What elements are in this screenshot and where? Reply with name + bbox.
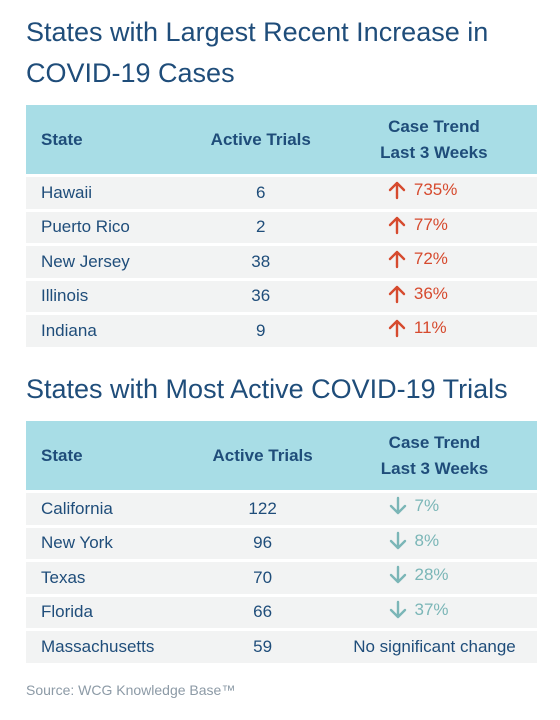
state-cell: New York [26,527,194,559]
trend-value: 7% [414,496,440,516]
trend-indicator: 735% [388,180,480,200]
active-trials-table: State Active Trials Case Trend Last 3 We… [26,418,537,666]
trend-indicator: 7% [389,496,481,516]
case-trend-column-header: Case Trend Last 3 Weeks [332,421,537,490]
table-row: Illinois 36 36% [26,280,537,312]
active-trials-cell: 66 [193,596,332,628]
trend-value: 28% [414,565,449,585]
active-trials-cell: 9 [190,315,331,347]
trend-value: 8% [414,530,440,550]
trend-indicator: 11% [388,318,480,338]
case-trend-cell: No significant change [332,631,537,663]
table-row: Massachusetts 59 No significant change [26,631,537,663]
case-trend-header-label: Case Trend Last 3 Weeks [380,116,488,162]
down-arrow-icon [389,496,415,516]
active-trials-column-header: Active Trials [190,105,331,174]
state-cell: Indiana [26,315,191,347]
case-trend-cell: 37% [332,596,537,628]
active-trials-cell: 6 [190,177,331,209]
active-trials-table-body: California 122 7% New York 96 8% Texas 70 28% Flo… [26,493,537,663]
case-trend-header-label: Case Trend Last 3 Weeks [380,432,489,478]
active-trials-cell: 2 [190,211,331,243]
down-arrow-icon [389,531,415,551]
table-row: Indiana 9 11% [26,315,537,347]
table-row: New York 96 8% [26,527,537,559]
active-trials-cell: 122 [193,493,332,525]
increase-table: State Active Trials Case Trend Last 3 We… [26,102,537,350]
trend-value: 11% [413,318,447,338]
table-2-title: States with Most Active COVID-19 Trials [26,374,508,404]
trend-indicator: 28% [389,565,481,585]
active-trials-cell: 59 [193,631,332,663]
table-row: Hawaii 6 735% [26,177,537,209]
case-trend-column-header: Case Trend Last 3 Weeks [330,105,537,174]
table-row: Florida 66 37% [26,596,537,628]
active-trials-cell: 96 [193,527,332,559]
table-1-title: States with Largest Recent Increase in C… [26,17,489,88]
active-trials-column-header: Active Trials [193,421,332,490]
increase-table-body: Hawaii 6 735% Puerto Rico 2 77% New Jersey 38 72… [26,177,537,347]
state-cell: Massachusetts [26,631,194,663]
table-row: Puerto Rico 2 77% [26,211,537,243]
table-row: California 122 7% [26,493,537,525]
trend-indicator: 72% [388,249,480,269]
case-trend-cell: 77% [330,211,537,243]
case-trend-cell: 28% [332,562,537,594]
down-arrow-icon [389,600,415,620]
trend-indicator: 36% [388,284,480,304]
source-note: Source: WCG Knowledge Base™ [26,682,236,698]
case-trend-cell: 8% [332,527,537,559]
case-trend-cell: 36% [330,280,537,312]
case-trend-cell: 11% [330,315,537,347]
trend-value: 37% [414,599,449,619]
trend-value: 36% [413,283,448,303]
up-arrow-icon [388,284,414,304]
active-trials-cell: 70 [193,562,332,594]
state-cell: California [26,493,194,525]
state-cell: New Jersey [26,246,191,278]
state-cell: Hawaii [26,177,191,209]
up-arrow-icon [388,318,414,338]
state-column-header: State [26,421,194,490]
trend-indicator: 37% [389,600,481,620]
case-trend-cell: 7% [332,493,537,525]
state-cell: Puerto Rico [26,211,191,243]
trend-indicator: 8% [389,531,481,551]
trend-value: 735% [413,180,458,200]
state-cell: Illinois [26,280,191,312]
up-arrow-icon [388,249,414,269]
table-row: New Jersey 38 72% [26,246,537,278]
up-arrow-icon [388,215,414,235]
trend-indicator: 77% [388,215,480,235]
active-trials-cell: 36 [190,280,331,312]
trend-value: 77% [413,214,448,234]
header-row: State Active Trials Case Trend Last 3 We… [26,421,537,490]
active-trials-cell: 38 [190,246,331,278]
state-cell: Florida [26,596,194,628]
trend-value: 72% [413,249,448,269]
table-row: Texas 70 28% [26,562,537,594]
header-row: State Active Trials Case Trend Last 3 We… [26,105,537,174]
state-cell: Texas [26,562,194,594]
trend-value: No significant change [353,636,516,656]
case-trend-cell: 735% [330,177,537,209]
case-trend-cell: 72% [330,246,537,278]
up-arrow-icon [388,180,414,200]
state-column-header: State [26,105,191,174]
down-arrow-icon [389,565,415,585]
